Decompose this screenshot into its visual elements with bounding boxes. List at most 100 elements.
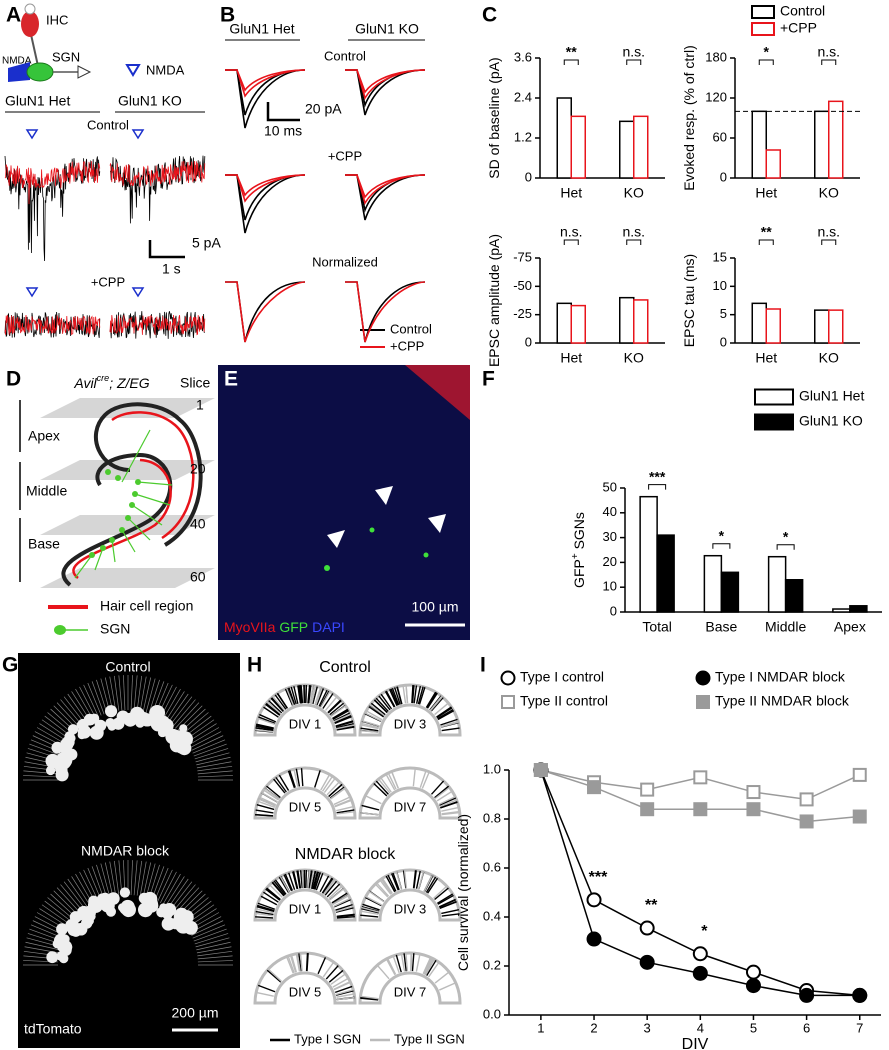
div-label: DIV 3 [394,901,427,916]
sgn-trace [403,870,408,889]
bar [767,555,787,613]
y-tick-label: 0.2 [483,957,501,972]
sgn-trace [373,699,388,714]
sgn-trace [365,895,383,906]
sgn-trace [336,723,354,729]
micrograph [165,876,185,907]
x-tick-label: Het [560,185,582,201]
trace [4,315,101,336]
marker [692,965,708,981]
sgn-trace [434,702,449,716]
sgn-trace [388,689,398,707]
trace [109,160,206,187]
y-axis-label: SGNs [571,512,587,553]
sgn-trace [419,770,427,788]
sgn-trace [290,954,298,973]
sgn-trace [326,781,340,796]
sgn-trace [374,883,389,898]
sgn-trace [258,798,276,807]
sgn-trace [336,993,355,998]
micrograph [195,937,230,948]
marker [25,129,39,140]
micrograph [130,860,133,896]
micrograph [56,887,81,914]
sgn-trace [267,968,282,982]
bar [720,571,740,613]
y-tick-label: 120 [705,89,727,104]
slice-label: 20 [190,461,206,477]
sgn-trace [385,875,396,893]
x-tick-label: KO [819,185,839,201]
bar [765,149,781,179]
significance-bracket [626,59,642,65]
sgn-trace [279,876,290,893]
micrograph [41,904,71,926]
legend-label: Type I NMDAR block [715,669,846,685]
sgn-trace [255,809,274,814]
micrograph [46,951,59,964]
sgn-trace [306,953,309,972]
y-tick-label: 0 [610,603,617,618]
sgn-trace [400,953,406,972]
sgn-trace [329,702,345,716]
sgn-trace [295,768,301,787]
marker [25,287,39,298]
reporter-label: tdTomato [24,1021,82,1037]
micrograph [100,863,111,898]
sgn-trace [315,873,324,891]
y-tick-label: 15 [713,249,727,264]
bar [619,120,635,179]
micrograph [188,727,220,746]
sgn-trace [315,687,323,706]
sgn-trace [312,686,318,705]
micrograph [109,861,117,897]
condition-label: Normalized [312,254,378,269]
y-tick-label: 30 [603,529,617,544]
x-tick-label: Het [755,185,777,201]
sgn-trace [362,903,380,911]
micrograph [83,684,99,717]
x-axis-label: DIV [682,1036,709,1050]
legend-symbol [754,413,794,431]
sgn-trace [266,887,281,901]
sgn-trace [255,725,274,731]
bar [556,97,572,179]
sgn-trace [273,778,286,794]
legend-symbol [501,695,515,709]
stain-label: DAPI [312,619,345,635]
micrograph [170,696,193,725]
significance-label: ** [566,44,577,60]
micrograph [192,739,226,754]
sgn-trace [287,955,295,974]
sgn-trace [437,709,454,720]
sgn-trace [263,789,279,801]
sgn-trace [405,685,409,704]
micrograph [139,861,147,897]
bar [639,495,658,613]
x-tick-label: 4 [697,1020,704,1035]
sgn-trace [321,877,333,894]
scale-label: 20 pA [305,101,342,117]
sgn-trace [278,774,290,791]
sgn-trace [413,685,418,704]
sgn-trace [376,882,390,897]
sgn-trace [426,692,438,709]
significance-bracket [648,484,667,490]
micrograph [79,686,96,719]
y-tick-label: 50 [603,479,617,494]
sgn-trace [361,908,379,914]
sgn-trace [437,710,455,721]
sgn-trace [328,783,343,798]
micrograph [170,881,193,910]
micrograph [85,714,97,726]
micrograph [162,688,181,720]
sgn-trace [299,685,303,704]
sgn-trace [440,801,458,809]
sgn-trace [336,810,355,815]
panel-label: E [224,368,238,391]
ring [358,951,462,1005]
micrograph [196,756,231,766]
sgn-trace [391,771,399,789]
sgn-trace [299,953,303,972]
sgn-trace [390,873,399,891]
